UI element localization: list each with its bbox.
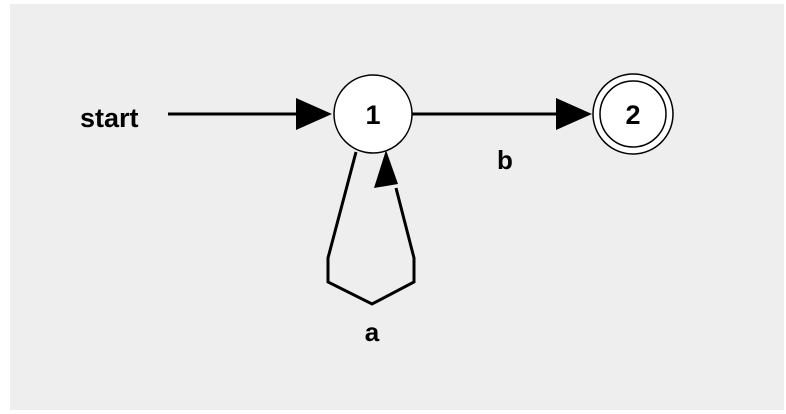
- transition-label-b: b: [497, 145, 513, 175]
- start-label: start: [80, 103, 139, 133]
- diagram-background: [10, 4, 784, 410]
- transition-label-a: a: [365, 317, 380, 347]
- state-2: 2: [592, 73, 674, 155]
- start-arrowhead: [296, 98, 332, 130]
- state-2-inner-circle: [599, 80, 667, 148]
- state-1: 1: [333, 74, 413, 154]
- self-loop-arrowhead: [374, 150, 398, 188]
- transition-arrowhead-b: [556, 98, 592, 130]
- state-2-label: 2: [625, 100, 640, 130]
- self-loop-edge: [326, 151, 416, 306]
- state-1-label: 1: [365, 100, 380, 130]
- state-1-circle: [333, 74, 413, 154]
